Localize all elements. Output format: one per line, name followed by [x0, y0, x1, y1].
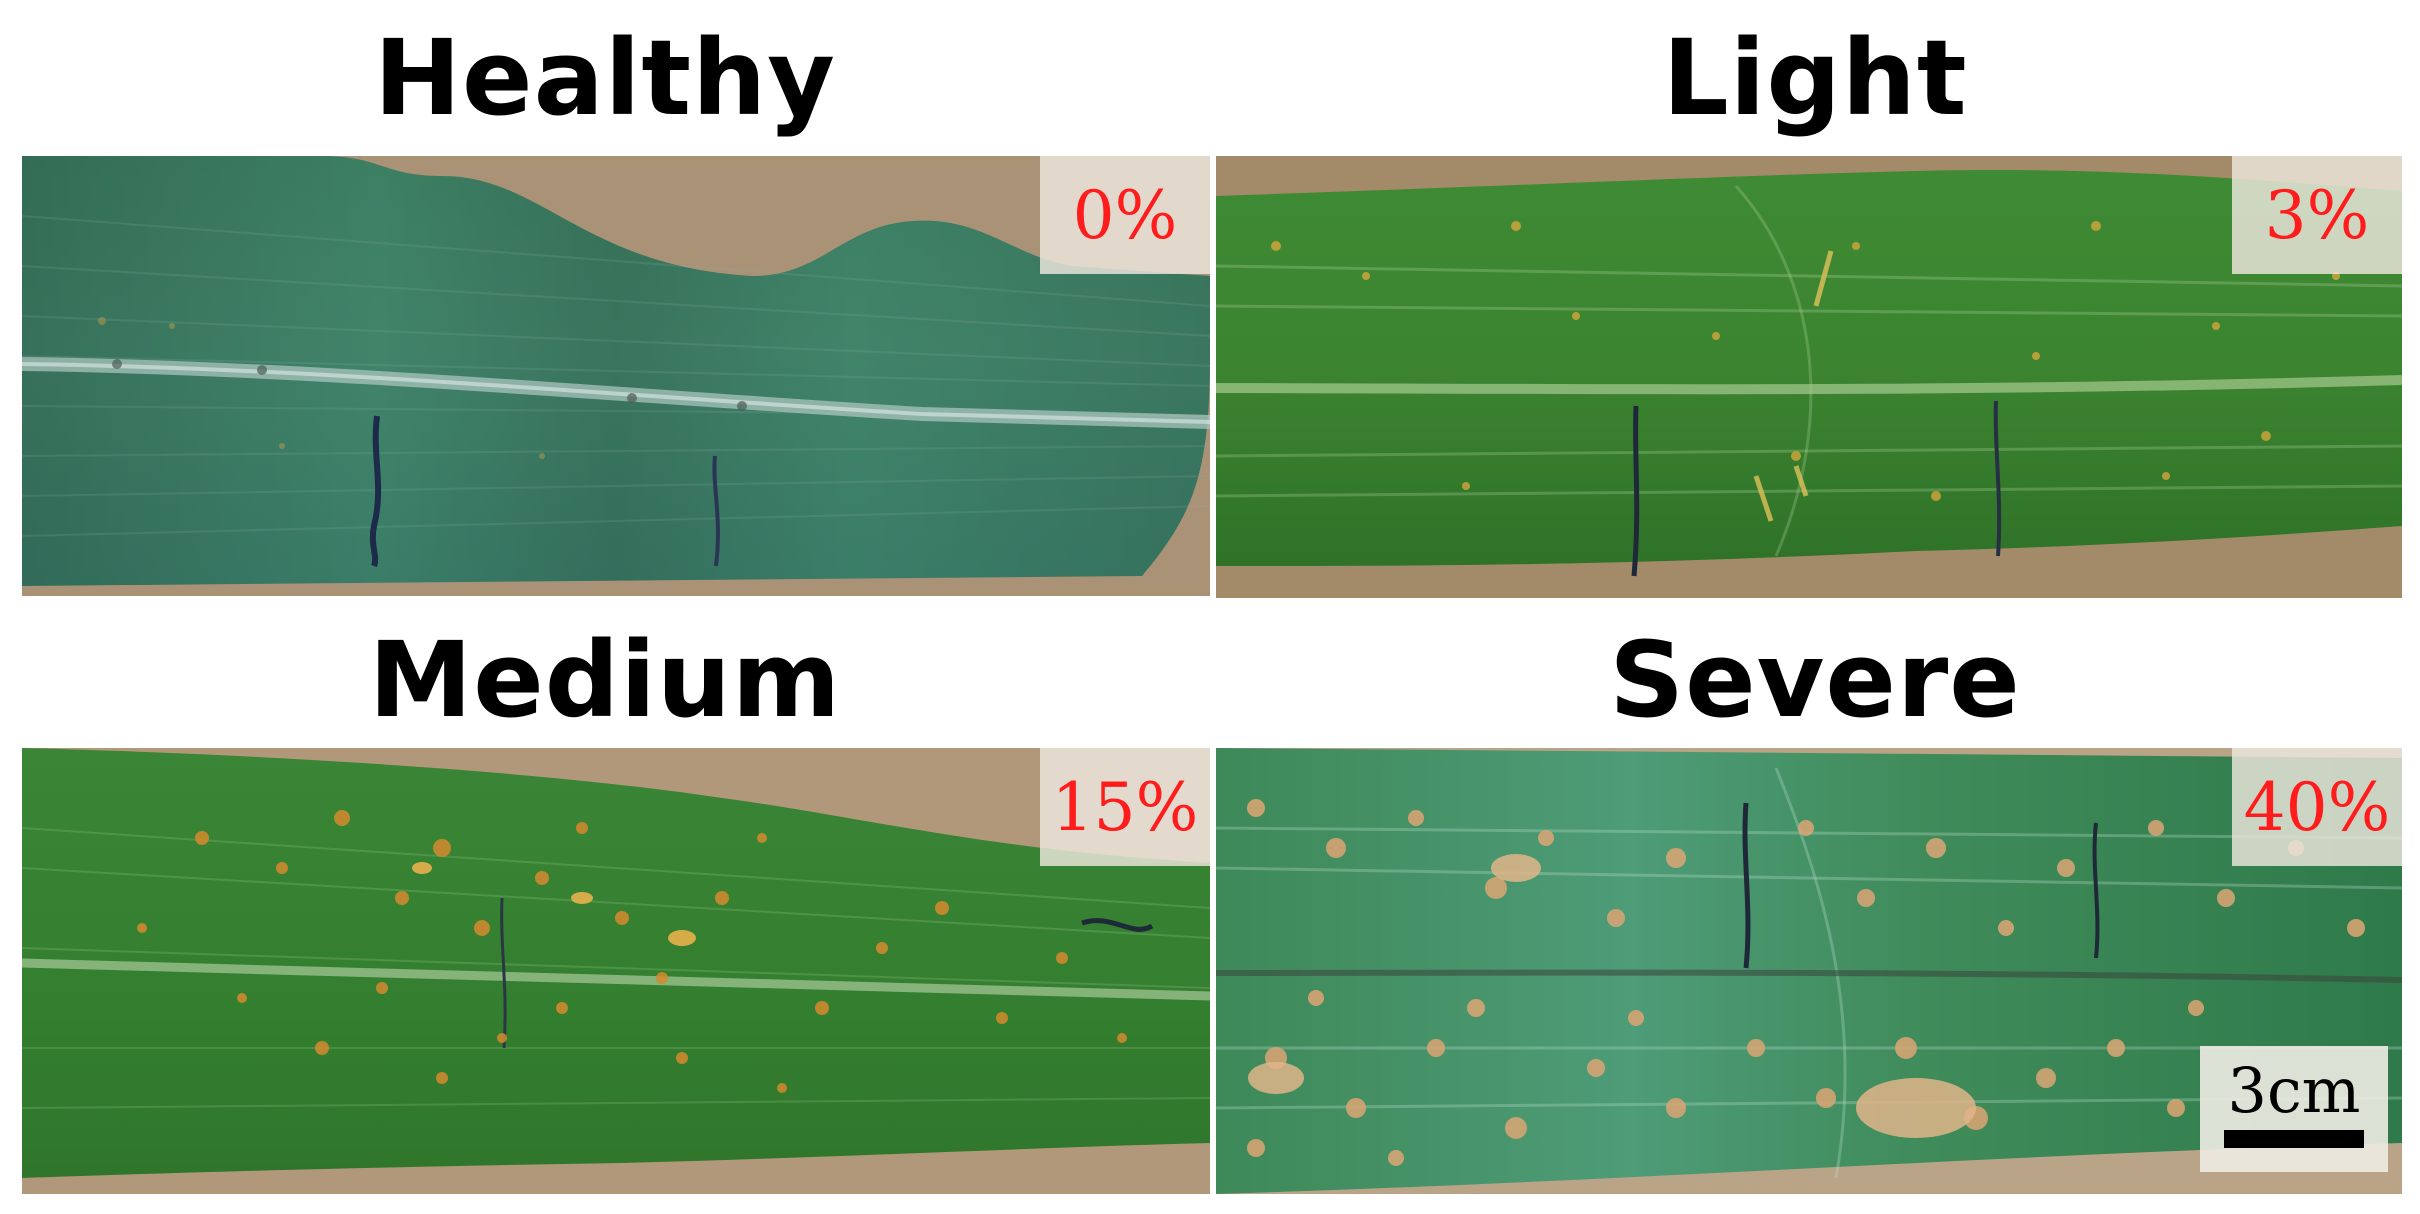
leaf-image-light: [1216, 156, 2402, 598]
panel-title-healthy: Healthy: [374, 17, 836, 139]
scale-bar: 3cm: [2200, 1046, 2388, 1172]
panel-title-medium: Medium: [368, 619, 842, 741]
severity-badge-healthy: 0%: [1040, 156, 1210, 274]
severity-badge-medium: 15%: [1040, 748, 1210, 866]
leaf-photo-light: 3%: [1216, 156, 2402, 598]
scale-bar-label: 3cm: [2227, 1054, 2361, 1127]
scale-bar-line: [2224, 1130, 2364, 1148]
leaf-photo-medium: 15%: [22, 748, 1210, 1194]
panel-title-severe: Severe: [1609, 619, 2021, 741]
leaf-image-healthy: [22, 156, 1210, 596]
panel-title-light: Light: [1662, 17, 1968, 139]
leaf-image-medium: [22, 748, 1210, 1194]
severity-badge-severe: 40%: [2232, 748, 2402, 866]
leaf-photo-severe: 40% 3cm: [1216, 748, 2402, 1194]
leaf-photo-healthy: 0%: [22, 156, 1210, 596]
severity-badge-light: 3%: [2232, 156, 2402, 274]
